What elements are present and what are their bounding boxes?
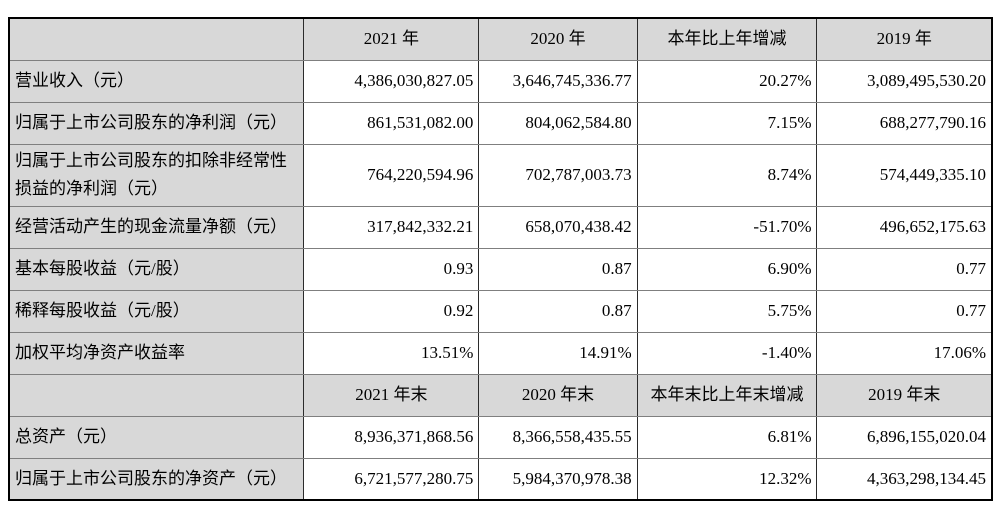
table-row-operating-cash-flow: 经营活动产生的现金流量净额（元） 317,842,332.21 658,070,… bbox=[9, 206, 993, 249]
row-label: 经营活动产生的现金流量净额（元） bbox=[9, 206, 305, 249]
value-2020-end: 8,366,558,435.55 bbox=[478, 416, 638, 459]
header-2021-end: 2021 年末 bbox=[303, 374, 480, 417]
header-row-year-end: 2021 年末 2020 年末 本年末比上年末增减 2019 年末 bbox=[9, 374, 993, 417]
value-2021: 861,531,082.00 bbox=[303, 102, 480, 145]
row-label: 加权平均净资产收益率 bbox=[9, 332, 305, 375]
value-2020: 804,062,584.80 bbox=[478, 102, 638, 145]
table-row-net-profit-deducted: 归属于上市公司股东的扣除非经常性损益的净利润（元） 764,220,594.96… bbox=[9, 144, 993, 207]
value-2020: 702,787,003.73 bbox=[478, 144, 638, 207]
header-blank-cell bbox=[9, 18, 305, 61]
row-label: 稀释每股收益（元/股） bbox=[9, 290, 305, 333]
value-2021-end: 6,721,577,280.75 bbox=[303, 458, 480, 501]
value-2019-end: 4,363,298,134.45 bbox=[816, 458, 993, 501]
value-2020: 658,070,438.42 bbox=[478, 206, 638, 249]
value-2020: 0.87 bbox=[478, 248, 638, 291]
header-yoy-change: 本年比上年增减 bbox=[637, 18, 818, 61]
value-2021: 13.51% bbox=[303, 332, 480, 375]
value-2020-end: 5,984,370,978.38 bbox=[478, 458, 638, 501]
header-blank-cell bbox=[9, 374, 305, 417]
row-label: 总资产（元） bbox=[9, 416, 305, 459]
row-label: 营业收入（元） bbox=[9, 60, 305, 103]
key-accounting-data-table: 2021 年 2020 年 本年比上年增减 2019 年 营业收入（元） 4,3… bbox=[8, 17, 993, 502]
value-2019: 3,089,495,530.20 bbox=[816, 60, 993, 103]
value-2019: 496,652,175.63 bbox=[816, 206, 993, 249]
value-2021: 764,220,594.96 bbox=[303, 144, 480, 207]
value-change: 6.81% bbox=[637, 416, 818, 459]
table-row-net-assets: 归属于上市公司股东的净资产（元） 6,721,577,280.75 5,984,… bbox=[9, 458, 993, 501]
header-year-end-change: 本年末比上年末增减 bbox=[637, 374, 818, 417]
value-2021: 0.92 bbox=[303, 290, 480, 333]
header-2020-end: 2020 年末 bbox=[478, 374, 638, 417]
value-2021: 4,386,030,827.05 bbox=[303, 60, 480, 103]
row-label: 基本每股收益（元/股） bbox=[9, 248, 305, 291]
value-2021-end: 8,936,371,868.56 bbox=[303, 416, 480, 459]
value-2020: 0.87 bbox=[478, 290, 638, 333]
value-2019-end: 6,896,155,020.04 bbox=[816, 416, 993, 459]
row-label: 归属于上市公司股东的净利润（元） bbox=[9, 102, 305, 145]
value-change: 8.74% bbox=[637, 144, 818, 207]
value-change: -1.40% bbox=[637, 332, 818, 375]
table-row-diluted-eps: 稀释每股收益（元/股） 0.92 0.87 5.75% 0.77 bbox=[9, 290, 993, 333]
value-2019: 0.77 bbox=[816, 248, 993, 291]
value-2020: 3,646,745,336.77 bbox=[478, 60, 638, 103]
header-2020: 2020 年 bbox=[478, 18, 638, 61]
financial-summary-table: 2021 年 2020 年 本年比上年增减 2019 年 营业收入（元） 4,3… bbox=[8, 17, 993, 502]
value-2019: 0.77 bbox=[816, 290, 993, 333]
table-row-total-assets: 总资产（元） 8,936,371,868.56 8,366,558,435.55… bbox=[9, 416, 993, 459]
value-2021: 317,842,332.21 bbox=[303, 206, 480, 249]
value-change: 5.75% bbox=[637, 290, 818, 333]
value-2021: 0.93 bbox=[303, 248, 480, 291]
value-2019: 688,277,790.16 bbox=[816, 102, 993, 145]
value-change: -51.70% bbox=[637, 206, 818, 249]
value-change: 12.32% bbox=[637, 458, 818, 501]
table-row-weighted-roe: 加权平均净资产收益率 13.51% 14.91% -1.40% 17.06% bbox=[9, 332, 993, 375]
value-2019: 17.06% bbox=[816, 332, 993, 375]
value-change: 20.27% bbox=[637, 60, 818, 103]
header-2021: 2021 年 bbox=[303, 18, 480, 61]
row-label: 归属于上市公司股东的扣除非经常性损益的净利润（元） bbox=[9, 144, 305, 207]
header-2019-end: 2019 年末 bbox=[816, 374, 993, 417]
row-label: 归属于上市公司股东的净资产（元） bbox=[9, 458, 305, 501]
value-change: 6.90% bbox=[637, 248, 818, 291]
header-2019: 2019 年 bbox=[816, 18, 993, 61]
header-row-annual: 2021 年 2020 年 本年比上年增减 2019 年 bbox=[9, 18, 993, 61]
value-2019: 574,449,335.10 bbox=[816, 144, 993, 207]
table-row-net-profit: 归属于上市公司股东的净利润（元） 861,531,082.00 804,062,… bbox=[9, 102, 993, 145]
table-row-operating-revenue: 营业收入（元） 4,386,030,827.05 3,646,745,336.7… bbox=[9, 60, 993, 103]
value-2020: 14.91% bbox=[478, 332, 638, 375]
value-change: 7.15% bbox=[637, 102, 818, 145]
table-row-basic-eps: 基本每股收益（元/股） 0.93 0.87 6.90% 0.77 bbox=[9, 248, 993, 291]
